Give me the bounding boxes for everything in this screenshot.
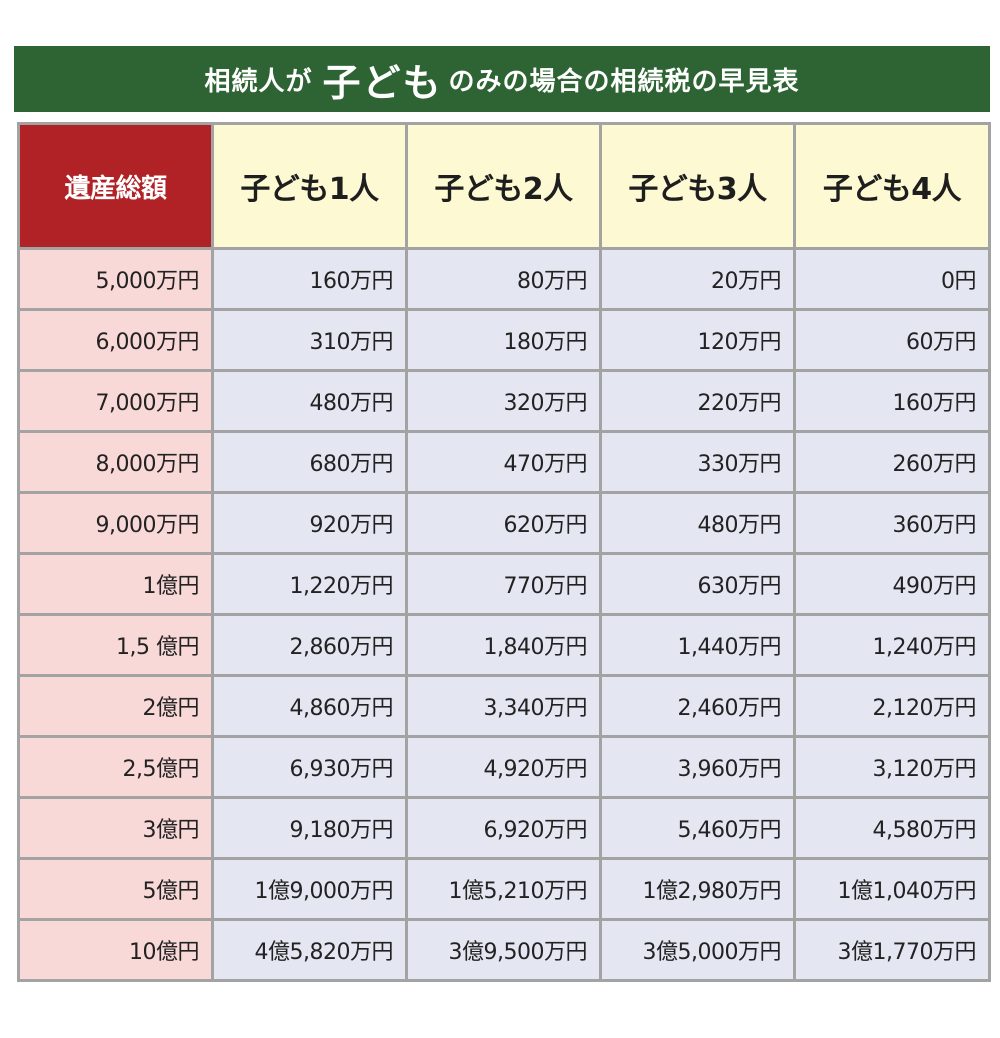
tax-amount-cell: 160万円 xyxy=(793,369,991,433)
estate-total-cell: 8,000万円 xyxy=(17,430,214,494)
tax-amount-cell: 80万円 xyxy=(405,247,602,311)
estate-total-cell: 9,000万円 xyxy=(17,491,214,555)
tax-amount-cell: 4,860万円 xyxy=(211,674,408,738)
tax-amount-cell: 480万円 xyxy=(211,369,408,433)
tax-amount-cell: 330万円 xyxy=(599,430,796,494)
column-header-1-child: 子ども1人 xyxy=(211,122,408,250)
tax-amount-cell: 9,180万円 xyxy=(211,796,408,860)
table-header-row: 遺産総額 子ども1人 子ども2人 子ども3人 子ども4人 xyxy=(17,122,991,250)
estate-total-cell: 1億円 xyxy=(17,552,214,616)
tax-amount-cell: 620万円 xyxy=(405,491,602,555)
column-header-estate: 遺産総額 xyxy=(17,122,214,250)
tax-amount-cell: 470万円 xyxy=(405,430,602,494)
estate-total-cell: 1,5 億円 xyxy=(17,613,214,677)
table-body: 5,000万円 160万円 80万円 20万円 0円 6,000万円 310万円 180万円 1… xyxy=(17,247,991,982)
tax-amount-cell: 360万円 xyxy=(793,491,991,555)
tax-amount-cell: 1億9,000万円 xyxy=(211,857,408,921)
tax-amount-cell: 490万円 xyxy=(793,552,991,616)
tax-amount-cell: 680万円 xyxy=(211,430,408,494)
estate-total-cell: 2,5億円 xyxy=(17,735,214,799)
tax-amount-cell: 120万円 xyxy=(599,308,796,372)
tax-amount-cell: 60万円 xyxy=(793,308,991,372)
page-title: 相続人が 子ども のみの場合の相続税の早見表 xyxy=(14,46,990,112)
title-emphasis: 子ども xyxy=(322,60,443,105)
tax-amount-cell: 3,960万円 xyxy=(599,735,796,799)
tax-amount-cell: 3億1,770万円 xyxy=(793,918,991,982)
column-header-4-children: 子ども4人 xyxy=(793,122,991,250)
tax-amount-cell: 6,920万円 xyxy=(405,796,602,860)
estate-total-cell: 10億円 xyxy=(17,918,214,982)
tax-amount-cell: 1億2,980万円 xyxy=(599,857,796,921)
tax-amount-cell: 630万円 xyxy=(599,552,796,616)
tax-amount-cell: 4,920万円 xyxy=(405,735,602,799)
table-row: 5億円 1億9,000万円 1億5,210万円 1億2,980万円 1億1,040万円 xyxy=(17,857,991,921)
table-row: 9,000万円 920万円 620万円 480万円 360万円 xyxy=(17,491,991,555)
tax-amount-cell: 220万円 xyxy=(599,369,796,433)
table-row: 8,000万円 680万円 470万円 330万円 260万円 xyxy=(17,430,991,494)
column-header-2-children: 子ども2人 xyxy=(405,122,602,250)
table-row: 1,5 億円 2,860万円 1,840万円 1,440万円 1,240万円 xyxy=(17,613,991,677)
tax-amount-cell: 3億9,500万円 xyxy=(405,918,602,982)
table-row: 7,000万円 480万円 320万円 220万円 160万円 xyxy=(17,369,991,433)
tax-amount-cell: 1億1,040万円 xyxy=(793,857,991,921)
tax-amount-cell: 1,220万円 xyxy=(211,552,408,616)
tax-amount-cell: 480万円 xyxy=(599,491,796,555)
inheritance-tax-table: 遺産総額 子ども1人 子ども2人 子ども3人 子ども4人 5,000万円 160万… xyxy=(17,122,991,982)
tax-amount-cell: 260万円 xyxy=(793,430,991,494)
tax-amount-cell: 6,930万円 xyxy=(211,735,408,799)
estate-total-cell: 3億円 xyxy=(17,796,214,860)
estate-total-cell: 5億円 xyxy=(17,857,214,921)
tax-amount-cell: 2,860万円 xyxy=(211,613,408,677)
table-row: 5,000万円 160万円 80万円 20万円 0円 xyxy=(17,247,991,311)
estate-total-cell: 6,000万円 xyxy=(17,308,214,372)
tax-amount-cell: 180万円 xyxy=(405,308,602,372)
tax-amount-cell: 2,460万円 xyxy=(599,674,796,738)
title-prefix: 相続人が xyxy=(204,66,313,97)
tax-amount-cell: 920万円 xyxy=(211,491,408,555)
tax-amount-cell: 1,840万円 xyxy=(405,613,602,677)
column-header-3-children: 子ども3人 xyxy=(599,122,796,250)
table-row: 2億円 4,860万円 3,340万円 2,460万円 2,120万円 xyxy=(17,674,991,738)
tax-amount-cell: 0円 xyxy=(793,247,991,311)
tax-amount-cell: 1,240万円 xyxy=(793,613,991,677)
tax-amount-cell: 310万円 xyxy=(211,308,408,372)
table-row: 2,5億円 6,930万円 4,920万円 3,960万円 3,120万円 xyxy=(17,735,991,799)
tax-amount-cell: 4,580万円 xyxy=(793,796,991,860)
estate-total-cell: 2億円 xyxy=(17,674,214,738)
table-row: 1億円 1,220万円 770万円 630万円 490万円 xyxy=(17,552,991,616)
tax-amount-cell: 1,440万円 xyxy=(599,613,796,677)
tax-amount-cell: 3,120万円 xyxy=(793,735,991,799)
table-row: 3億円 9,180万円 6,920万円 5,460万円 4,580万円 xyxy=(17,796,991,860)
tax-amount-cell: 3,340万円 xyxy=(405,674,602,738)
tax-amount-cell: 5,460万円 xyxy=(599,796,796,860)
estate-total-cell: 5,000万円 xyxy=(17,247,214,311)
tax-amount-cell: 1億5,210万円 xyxy=(405,857,602,921)
tax-amount-cell: 770万円 xyxy=(405,552,602,616)
tax-amount-cell: 320万円 xyxy=(405,369,602,433)
tax-amount-cell: 2,120万円 xyxy=(793,674,991,738)
tax-amount-cell: 4億5,820万円 xyxy=(211,918,408,982)
title-suffix: のみの場合の相続税の早見表 xyxy=(448,66,800,97)
table-row: 10億円 4億5,820万円 3億9,500万円 3億5,000万円 3億1,770万円 xyxy=(17,918,991,982)
estate-total-cell: 7,000万円 xyxy=(17,369,214,433)
tax-amount-cell: 3億5,000万円 xyxy=(599,918,796,982)
tax-amount-cell: 160万円 xyxy=(211,247,408,311)
tax-amount-cell: 20万円 xyxy=(599,247,796,311)
table-row: 6,000万円 310万円 180万円 120万円 60万円 xyxy=(17,308,991,372)
